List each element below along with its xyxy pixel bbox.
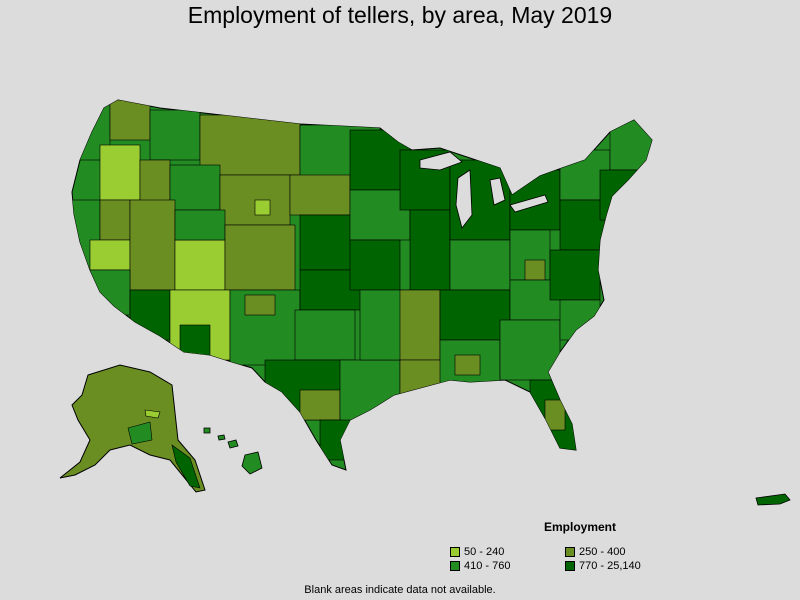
data-availability-note: Blank areas indicate data not available. [304, 584, 496, 596]
legend-swatch [450, 547, 460, 557]
hawaii [203, 427, 263, 475]
legend-heading: Employment [543, 520, 616, 534]
legend-label: 50 - 240 [464, 546, 505, 558]
legend-swatch [565, 561, 575, 571]
legend-swatch [450, 561, 460, 571]
legend-item-770-25140: 770 - 25,140 [565, 560, 680, 572]
map-title: Employment of tellers, by area, May 2019 [187, 2, 613, 28]
legend-label: 410 - 760 [464, 560, 511, 572]
legend-item-250-400: 250 - 400 [565, 546, 680, 558]
legend-label: 770 - 25,140 [579, 560, 641, 572]
legend-label: 250 - 400 [579, 546, 626, 558]
map-legend: Employment 50 - 240 250 - 400 410 - 760 … [450, 520, 680, 572]
alaska [59, 364, 206, 493]
legend-item-50-240: 50 - 240 [450, 546, 565, 558]
puerto-rico [755, 493, 791, 506]
legend-item-410-760: 410 - 760 [450, 560, 565, 572]
legend-swatch [565, 547, 575, 557]
